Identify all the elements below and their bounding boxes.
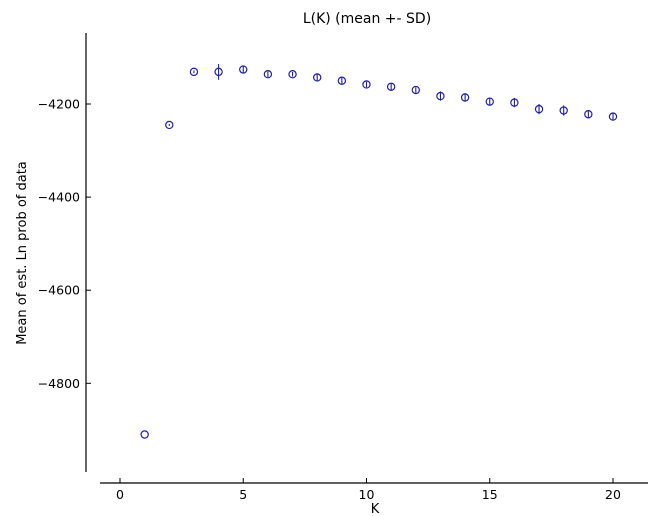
data-point: [436, 91, 445, 101]
y-tick-label: −4600: [38, 283, 80, 298]
y-axis-label: Mean of est. Ln prob of data: [15, 161, 30, 345]
data-point: [288, 70, 297, 79]
point-marker: [165, 120, 174, 130]
point-marker: [559, 106, 568, 115]
point-marker: [239, 65, 248, 74]
x-tick-label: 10: [359, 487, 375, 502]
point-marker: [411, 85, 420, 95]
point-marker: [288, 70, 297, 79]
x-ticks: 0 5 10 15 20: [116, 478, 621, 502]
data-point: [165, 120, 174, 130]
data-point: [485, 97, 494, 106]
data-point: [510, 97, 519, 108]
data-point: [263, 70, 273, 79]
point-marker: [534, 104, 544, 114]
data-point: [386, 82, 396, 91]
data-points: [140, 63, 618, 439]
data-point: [608, 112, 618, 121]
data-point: [584, 110, 593, 119]
point-marker: [460, 93, 470, 102]
point-marker: [337, 76, 347, 85]
x-axis-label: K: [371, 502, 380, 516]
point-marker: [214, 67, 223, 77]
y-tick-label: −4200: [38, 97, 80, 112]
data-point: [214, 63, 223, 80]
point-marker: [485, 97, 494, 106]
y-tick-label: −4800: [38, 376, 80, 391]
point-marker: [140, 430, 149, 439]
point-marker: [189, 67, 199, 77]
point-marker: [436, 91, 445, 101]
x-tick-label: 0: [116, 487, 124, 502]
point-marker: [386, 82, 396, 91]
y-tick-label: −4400: [38, 190, 80, 205]
x-tick-label: 20: [605, 487, 621, 502]
point-marker: [510, 98, 519, 107]
chart-title: L(K) (mean +- SD): [303, 11, 431, 27]
data-point: [189, 67, 199, 77]
data-point: [411, 85, 420, 95]
y-ticks: −4800 −4600 −4400 −4200: [38, 97, 91, 391]
point-marker: [362, 80, 371, 89]
data-point: [559, 105, 568, 116]
point-marker: [263, 70, 273, 79]
data-point: [534, 104, 544, 115]
data-point: [460, 93, 470, 102]
point-marker: [584, 110, 593, 119]
data-point: [362, 80, 371, 89]
data-point: [140, 430, 149, 439]
x-tick-label: 5: [239, 487, 247, 502]
point-marker: [608, 112, 618, 121]
x-tick-label: 15: [482, 487, 498, 502]
data-point: [239, 65, 248, 74]
data-point: [337, 76, 347, 85]
point-marker: [313, 73, 322, 82]
data-point: [313, 73, 322, 82]
